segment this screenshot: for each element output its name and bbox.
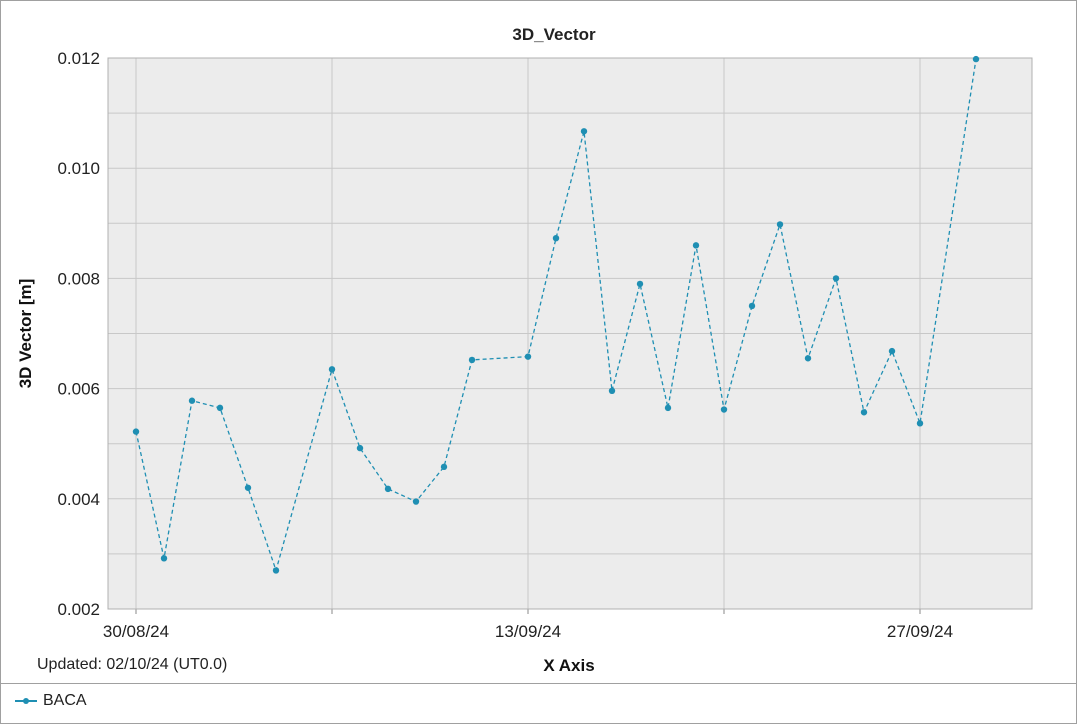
data-point [888,347,896,355]
legend-item-baca[interactable]: BACA [15,692,87,710]
plot-border [107,57,1033,610]
y-tick-label: 0.004 [57,490,100,509]
data-point [132,428,140,435]
data-point [160,555,168,562]
chart-svg: 3D_Vector 0.002 0.004 0.006 0.008 0.010 0.012… [16,25,1033,675]
data-point [720,406,728,413]
axis-layer: 0.002 0.004 0.006 0.008 0.010 0.012 30/08/24 13… [57,49,1033,641]
legend-line-marker-icon [15,695,37,707]
data-point [356,444,364,452]
data-point [608,387,616,395]
x-axis-label: X Axis [543,656,594,675]
updated-timestamp: Updated: 02/10/24 (UT0.0) [37,656,227,673]
data-point [804,355,812,362]
x-tick-label: 27/09/24 [887,622,953,641]
data-point [328,366,336,373]
data-point [412,498,420,505]
chart-title: 3D_Vector [512,25,596,44]
data-point [272,567,280,574]
data-point [244,484,252,491]
series-line-baca [135,59,977,573]
y-axis-label: 3D Vector [m] [16,279,35,389]
data-point [916,420,924,427]
data-point [468,356,476,364]
data-point [552,234,560,242]
data-point [188,397,196,404]
data-point [692,242,700,249]
data-point [776,221,784,228]
data-point [440,463,448,471]
data-point [972,55,980,63]
x-tick-label: 13/09/24 [495,622,561,641]
y-tick-label: 0.008 [57,269,100,288]
legend-label: BACA [43,692,87,709]
data-point [860,409,868,416]
data-point [216,404,224,412]
data-point [580,128,588,135]
y-tick-label: 0.006 [57,380,100,399]
data-point [384,485,392,493]
series-layer [132,55,980,574]
data-point [748,302,756,310]
y-tick-label: 0.002 [57,600,100,619]
x-tick-label: 30/08/24 [103,622,169,641]
data-point [832,275,840,282]
data-point [636,280,644,288]
data-point [524,353,532,360]
y-tick-label: 0.012 [57,49,100,68]
y-tick-label: 0.010 [57,159,100,178]
data-point [664,404,672,412]
legend: BACA [1,683,1076,724]
